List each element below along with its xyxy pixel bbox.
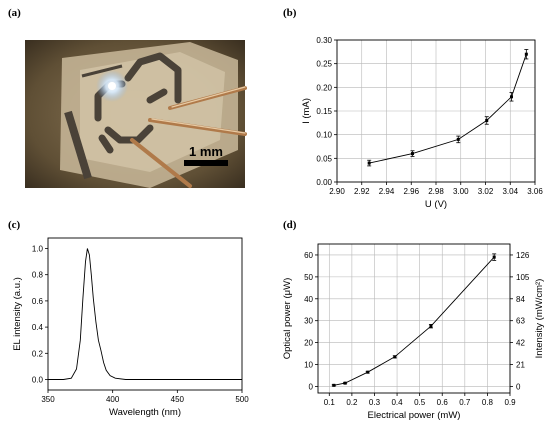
data-point bbox=[524, 52, 528, 56]
data-point bbox=[410, 152, 414, 156]
x-tick-label: 0.1 bbox=[324, 398, 336, 407]
scale-bar-label: 1 mm bbox=[189, 144, 223, 159]
panel-label-c: (c) bbox=[8, 219, 21, 231]
x-tick-label: 0.3 bbox=[369, 398, 381, 407]
y-tick-label: 0.20 bbox=[316, 83, 332, 92]
data-point bbox=[485, 118, 489, 122]
x-axis-label: Wavelength (nm) bbox=[109, 407, 181, 418]
x-tick-label: 350 bbox=[41, 395, 55, 404]
data-point bbox=[366, 370, 370, 374]
y-tick-label: 0.0 bbox=[32, 376, 44, 385]
y-tick-label: 60 bbox=[304, 251, 313, 260]
x-axis-label: U (V) bbox=[425, 199, 447, 210]
x-tick-label: 3.04 bbox=[502, 187, 518, 196]
x-tick-label: 0.9 bbox=[504, 398, 516, 407]
y-axis-label: I (mA) bbox=[301, 98, 312, 124]
y-tick-label: 0.05 bbox=[316, 154, 332, 163]
panel-label-a: (a) bbox=[8, 7, 21, 19]
y-tick-label: 0.6 bbox=[32, 297, 44, 306]
y-tick-label: 10 bbox=[304, 361, 313, 370]
data-point bbox=[429, 324, 433, 328]
x-tick-label: 450 bbox=[171, 395, 185, 404]
series-line bbox=[48, 248, 242, 380]
y-tick-label: 0.4 bbox=[32, 323, 44, 332]
x-tick-label: 2.92 bbox=[354, 187, 370, 196]
y-right-tick-label: 84 bbox=[516, 295, 525, 304]
plot-frame bbox=[47, 237, 243, 391]
y-right-tick-label: 126 bbox=[516, 251, 530, 260]
y-axis-label: Optical power (μW) bbox=[282, 278, 293, 360]
y-tick-label: 0.8 bbox=[32, 271, 44, 280]
y-right-tick-label: 42 bbox=[516, 339, 525, 348]
x-tick-label: 500 bbox=[235, 395, 249, 404]
scale-bar bbox=[184, 160, 228, 166]
y-tick-label: 0.25 bbox=[316, 60, 332, 69]
y-tick-label: 0.30 bbox=[316, 36, 332, 45]
data-point bbox=[343, 381, 347, 385]
x-tick-label: 0.8 bbox=[482, 398, 494, 407]
y-axis-label: EL intensity (a.u.) bbox=[12, 277, 23, 351]
series-line bbox=[369, 54, 527, 164]
x-tick-label: 2.96 bbox=[403, 187, 419, 196]
x-tick-label: 3.02 bbox=[478, 187, 494, 196]
data-point bbox=[509, 95, 513, 99]
y-tick-label: 20 bbox=[304, 339, 313, 348]
x-tick-label: 400 bbox=[106, 395, 120, 404]
series-line bbox=[333, 256, 495, 386]
data-point bbox=[367, 161, 371, 165]
y-tick-label: 0.10 bbox=[316, 131, 332, 140]
x-tick-label: 0.2 bbox=[346, 398, 358, 407]
x-tick-label: 0.5 bbox=[414, 398, 426, 407]
x-axis-label: Electrical power (mW) bbox=[368, 410, 461, 421]
x-tick-label: 0.6 bbox=[437, 398, 449, 407]
chart-c: 350 400 450 500 0.0 0.2 0.4 0.6 0.8 1.0 Wavelength… bbox=[12, 237, 249, 418]
x-tick-label: 0.4 bbox=[391, 398, 403, 407]
x-tick-label: 2.94 bbox=[379, 187, 395, 196]
panel-label-d: (d) bbox=[283, 219, 297, 231]
y-tick-label: 0 bbox=[309, 382, 314, 391]
y-tick-label: 30 bbox=[304, 317, 313, 326]
x-tick-label: 3.06 bbox=[527, 187, 543, 196]
data-point bbox=[393, 355, 397, 359]
y-tick-label: 0.15 bbox=[316, 107, 332, 116]
panel-label-b: (b) bbox=[283, 7, 297, 19]
y-right-tick-label: 0 bbox=[516, 382, 521, 391]
chart-b: 2.90 2.92 2.94 2.96 2.98 3.00 3.02 3.04 3.06 0.00… bbox=[301, 36, 543, 210]
y-tick-label: 1.0 bbox=[32, 244, 44, 253]
data-point bbox=[456, 137, 460, 141]
data-point bbox=[492, 255, 496, 259]
y-tick-label: 50 bbox=[304, 273, 313, 282]
x-tick-label: 2.90 bbox=[329, 187, 345, 196]
device-photo: 1 mm bbox=[25, 40, 247, 188]
x-tick-label: 2.98 bbox=[428, 187, 444, 196]
plot-frame bbox=[317, 243, 511, 394]
y-tick-label: 0.00 bbox=[316, 178, 332, 187]
data-point bbox=[332, 383, 336, 387]
y-right-axis-label: Intensity (mW/cm²) bbox=[534, 279, 545, 359]
x-tick-label: 3.00 bbox=[453, 187, 469, 196]
x-tick-label: 0.7 bbox=[459, 398, 471, 407]
y-right-tick-label: 63 bbox=[516, 317, 525, 326]
y-right-tick-label: 21 bbox=[516, 361, 525, 370]
y-tick-label: 40 bbox=[304, 295, 313, 304]
y-right-tick-label: 105 bbox=[516, 273, 530, 282]
chart-d: 0.1 0.2 0.3 0.4 0.5 0.6 0.7 0.8 0.90102030405060… bbox=[282, 243, 545, 421]
y-tick-label: 0.2 bbox=[32, 349, 44, 358]
